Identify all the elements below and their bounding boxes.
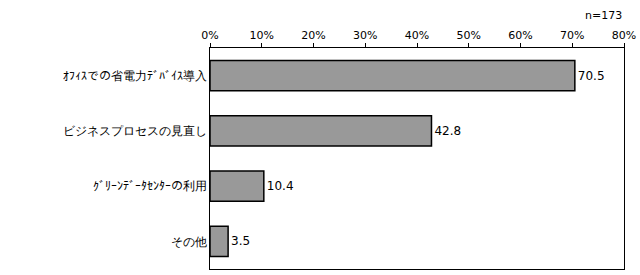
svg-text:n=173: n=173: [585, 9, 622, 22]
svg-text:その他: その他: [171, 235, 207, 249]
svg-text:40%: 40%: [405, 29, 429, 42]
svg-text:ビジネスプロセスの見直し: ビジネスプロセスの見直し: [63, 124, 207, 138]
svg-text:50%: 50%: [457, 29, 481, 42]
svg-text:ｵﾌｨｽでの省電力ﾃﾞﾊﾞｲｽ導入: ｵﾌｨｽでの省電力ﾃﾞﾊﾞｲｽ導入: [63, 69, 207, 83]
svg-text:10.4: 10.4: [267, 179, 294, 193]
svg-text:30%: 30%: [353, 29, 377, 42]
svg-text:60%: 60%: [508, 29, 532, 42]
svg-text:ｸﾞﾘｰﾝﾃﾞｰﾀｾﾝﾀｰの利用: ｸﾞﾘｰﾝﾃﾞｰﾀｾﾝﾀｰの利用: [93, 179, 207, 193]
svg-text:3.5: 3.5: [231, 234, 250, 248]
svg-text:80%: 80%: [612, 29, 636, 42]
svg-text:0%: 0%: [201, 29, 218, 42]
svg-text:70%: 70%: [560, 29, 584, 42]
svg-text:70.5: 70.5: [578, 69, 605, 83]
svg-text:42.8: 42.8: [434, 124, 461, 138]
svg-text:10%: 10%: [250, 29, 274, 42]
svg-text:20%: 20%: [301, 29, 325, 42]
